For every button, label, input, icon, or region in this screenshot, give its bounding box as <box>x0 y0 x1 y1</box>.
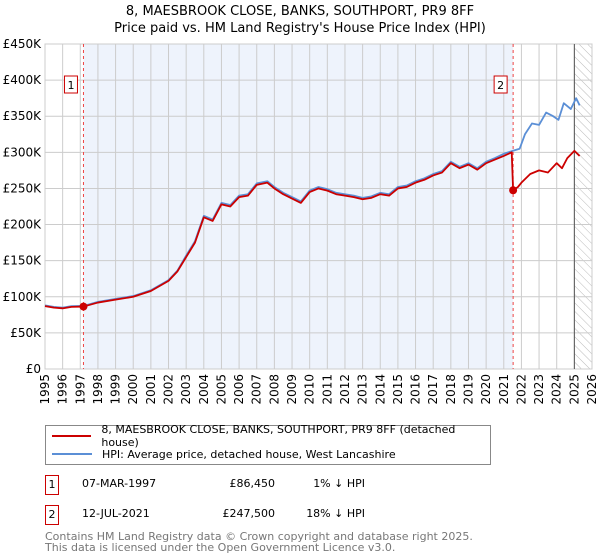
y-tick-label: £100K <box>3 290 43 304</box>
footer-line: This data is licensed under the Open Gov… <box>45 541 396 554</box>
legend-label: 8, MAESBROOK CLOSE, BANKS, SOUTHPORT, PR… <box>101 423 456 449</box>
x-tick-label: 2017 <box>426 374 440 405</box>
title-line: 8, MAESBROOK CLOSE, BANKS, SOUTHPORT, PR… <box>125 4 475 19</box>
transaction-row: 1 07-MAR-1997 £86,450 1% ↓ HPI <box>45 475 445 495</box>
x-tick-label: 2014 <box>373 374 387 405</box>
subtitle-line: Price paid vs. HM Land Registry's House … <box>114 21 486 36</box>
y-tick-label: £150K <box>3 254 43 268</box>
x-tick-label: 2022 <box>514 374 528 405</box>
legend-swatch <box>52 435 92 437</box>
x-tick-label: 2021 <box>497 374 511 405</box>
owned-period-shade <box>83 44 514 369</box>
legend-swatch <box>52 453 92 455</box>
x-tick-label: 2023 <box>532 374 546 405</box>
y-tick-label: £300K <box>3 145 43 159</box>
annotation-label: 2 <box>497 79 504 92</box>
y-tick-label: £250K <box>3 181 43 195</box>
x-tick-label: 2001 <box>144 374 158 405</box>
x-tick-label: 2000 <box>126 374 140 405</box>
footer-line: Contains HM Land Registry data © Crown c… <box>45 530 473 543</box>
transaction-delta: 1% ↓ HPI <box>313 477 365 490</box>
x-tick-label: 2003 <box>179 374 193 405</box>
annotation-label: 1 <box>67 79 74 92</box>
x-tick-label: 2020 <box>479 374 493 405</box>
x-tick-label: 2012 <box>338 374 352 405</box>
x-tick-label: 2008 <box>267 374 281 405</box>
y-tick-label: £400K <box>3 73 43 87</box>
x-tick-label: 1997 <box>73 374 87 405</box>
x-tick-label: 2010 <box>303 374 317 405</box>
transaction-row: 2 12-JUL-2021 £247,500 18% ↓ HPI <box>45 505 445 525</box>
transaction-date: 12-JUL-2021 <box>82 507 150 520</box>
plot-frame <box>44 43 593 370</box>
x-tick-label: 2013 <box>356 374 370 405</box>
y-tick-label: £200K <box>3 218 43 232</box>
x-tick-label: 2024 <box>550 374 564 405</box>
transaction-marker: 2 <box>45 505 59 525</box>
y-tick-label: £50K <box>10 326 42 340</box>
x-tick-label: 2007 <box>250 374 264 405</box>
footer: Contains HM Land Registry data © Crown c… <box>45 531 473 553</box>
x-tick-label: 1999 <box>109 374 123 405</box>
legend: 8, MAESBROOK CLOSE, BANKS, SOUTHPORT, PR… <box>45 423 491 465</box>
x-tick-label: 1996 <box>56 374 70 405</box>
sale-point <box>509 186 518 195</box>
legend-item-hpi: HPI: Average price, detached house, West… <box>52 445 396 463</box>
x-tick-label: 2009 <box>285 374 299 405</box>
annotation-box <box>493 75 508 94</box>
x-tick-label: 2026 <box>585 374 599 405</box>
x-tick-label: 2016 <box>409 374 423 405</box>
transaction-delta: 18% ↓ HPI <box>306 507 365 520</box>
legend-label: HPI: Average price, detached house, West… <box>102 447 396 461</box>
transaction-marker: 1 <box>45 475 59 495</box>
x-tick-label: 2006 <box>232 374 246 405</box>
x-tick-label: 2025 <box>567 374 581 405</box>
sale-point <box>79 302 88 311</box>
chart: 1995 1996 1997 1998 1999 2000 2001 2002 2003 2004… <box>3 37 599 405</box>
x-tick-label: 2018 <box>444 374 458 405</box>
transaction-price: £247,500 <box>222 507 276 520</box>
annotation-box <box>63 75 78 94</box>
forecast-hatch <box>574 44 592 369</box>
transaction-date: 07-MAR-1997 <box>82 477 157 490</box>
x-tick-label: 1995 <box>38 374 52 405</box>
transaction-price: £86,450 <box>229 477 276 490</box>
y-tick-label: £450K <box>3 37 43 51</box>
y-tick-label: £0 <box>26 362 41 376</box>
x-tick-label: 2004 <box>197 374 211 405</box>
x-tick-label: 2002 <box>162 374 176 405</box>
x-tick-label: 2005 <box>214 374 228 405</box>
x-tick-label: 2015 <box>391 374 405 405</box>
legend-item-property: 8, MAESBROOK CLOSE, BANKS, SOUTHPORT, PR… <box>52 423 490 449</box>
x-tick-label: 1998 <box>91 374 105 405</box>
y-tick-label: £350K <box>3 109 43 123</box>
chart-title: 8, MAESBROOK CLOSE, BANKS, SOUTHPORT, PR… <box>0 3 600 37</box>
x-tick-label: 2019 <box>461 374 475 405</box>
x-tick-label: 2011 <box>320 374 334 405</box>
